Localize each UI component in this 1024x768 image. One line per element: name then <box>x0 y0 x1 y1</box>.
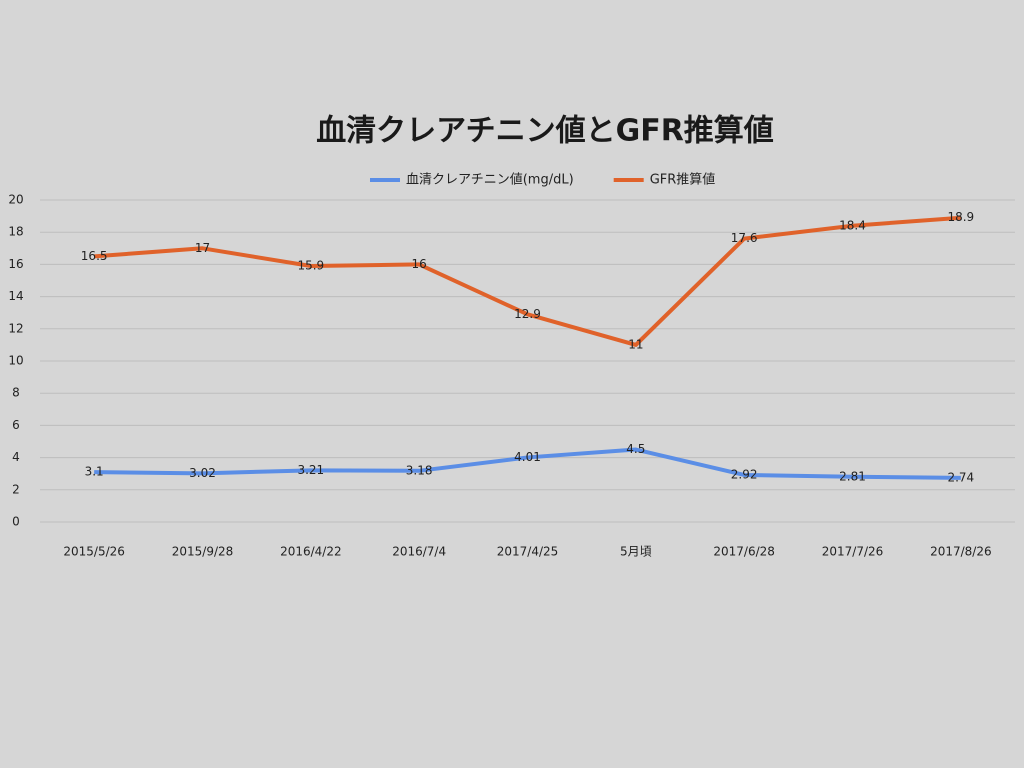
series-line <box>94 215 961 347</box>
data-label: 3.02 <box>189 466 216 480</box>
y-tick-label: 16 <box>8 257 23 271</box>
y-tick-label: 18 <box>8 225 23 239</box>
y-tick-label: 8 <box>12 386 20 400</box>
y-tick-label: 2 <box>12 482 20 496</box>
x-tick-label: 2017/4/25 <box>497 545 559 559</box>
x-tick-label: 2017/7/26 <box>822 545 884 559</box>
y-tick-label: 4 <box>12 450 20 464</box>
x-tick-label: 2017/8/26 <box>930 545 992 559</box>
data-label: 17.6 <box>731 231 758 245</box>
data-label: 2.81 <box>839 469 866 483</box>
data-label: 12.9 <box>514 307 541 321</box>
series-line <box>94 447 961 480</box>
data-label: 18.4 <box>839 218 866 232</box>
x-tick-label: 2015/9/28 <box>172 545 234 559</box>
data-label: 3.1 <box>85 465 104 479</box>
data-label: 16 <box>412 257 427 271</box>
chart-title: 血清クレアチニン値とGFR推算値 <box>316 114 774 149</box>
data-label: 4.5 <box>626 442 645 456</box>
data-label: 11 <box>628 337 643 351</box>
x-tick-label: 2016/4/22 <box>280 545 342 559</box>
y-tick-label: 20 <box>8 193 23 207</box>
y-tick-label: 0 <box>12 515 20 529</box>
data-label: 4.01 <box>514 450 541 464</box>
data-label: 16.5 <box>81 249 108 263</box>
data-label: 3.21 <box>297 463 324 477</box>
y-tick-label: 14 <box>8 289 23 303</box>
data-label: 2.92 <box>731 467 758 481</box>
x-tick-label: 2015/5/26 <box>63 545 125 559</box>
data-label: 15.9 <box>297 259 324 273</box>
y-tick-label: 12 <box>8 321 23 335</box>
legend-label: GFR推算値 <box>650 172 716 188</box>
data-label: 2.74 <box>947 470 974 484</box>
data-label: 17 <box>195 241 210 255</box>
legend-label: 血清クレアチニン値(mg/dL) <box>406 172 574 188</box>
x-tick-label: 5月頃 <box>620 545 652 559</box>
data-label: 3.18 <box>406 463 433 477</box>
data-label: 18.9 <box>947 210 974 224</box>
y-tick-label: 6 <box>12 418 20 432</box>
x-tick-label: 2016/7/4 <box>392 545 446 559</box>
x-tick-label: 2017/6/28 <box>713 545 775 559</box>
y-tick-label: 10 <box>8 354 23 368</box>
